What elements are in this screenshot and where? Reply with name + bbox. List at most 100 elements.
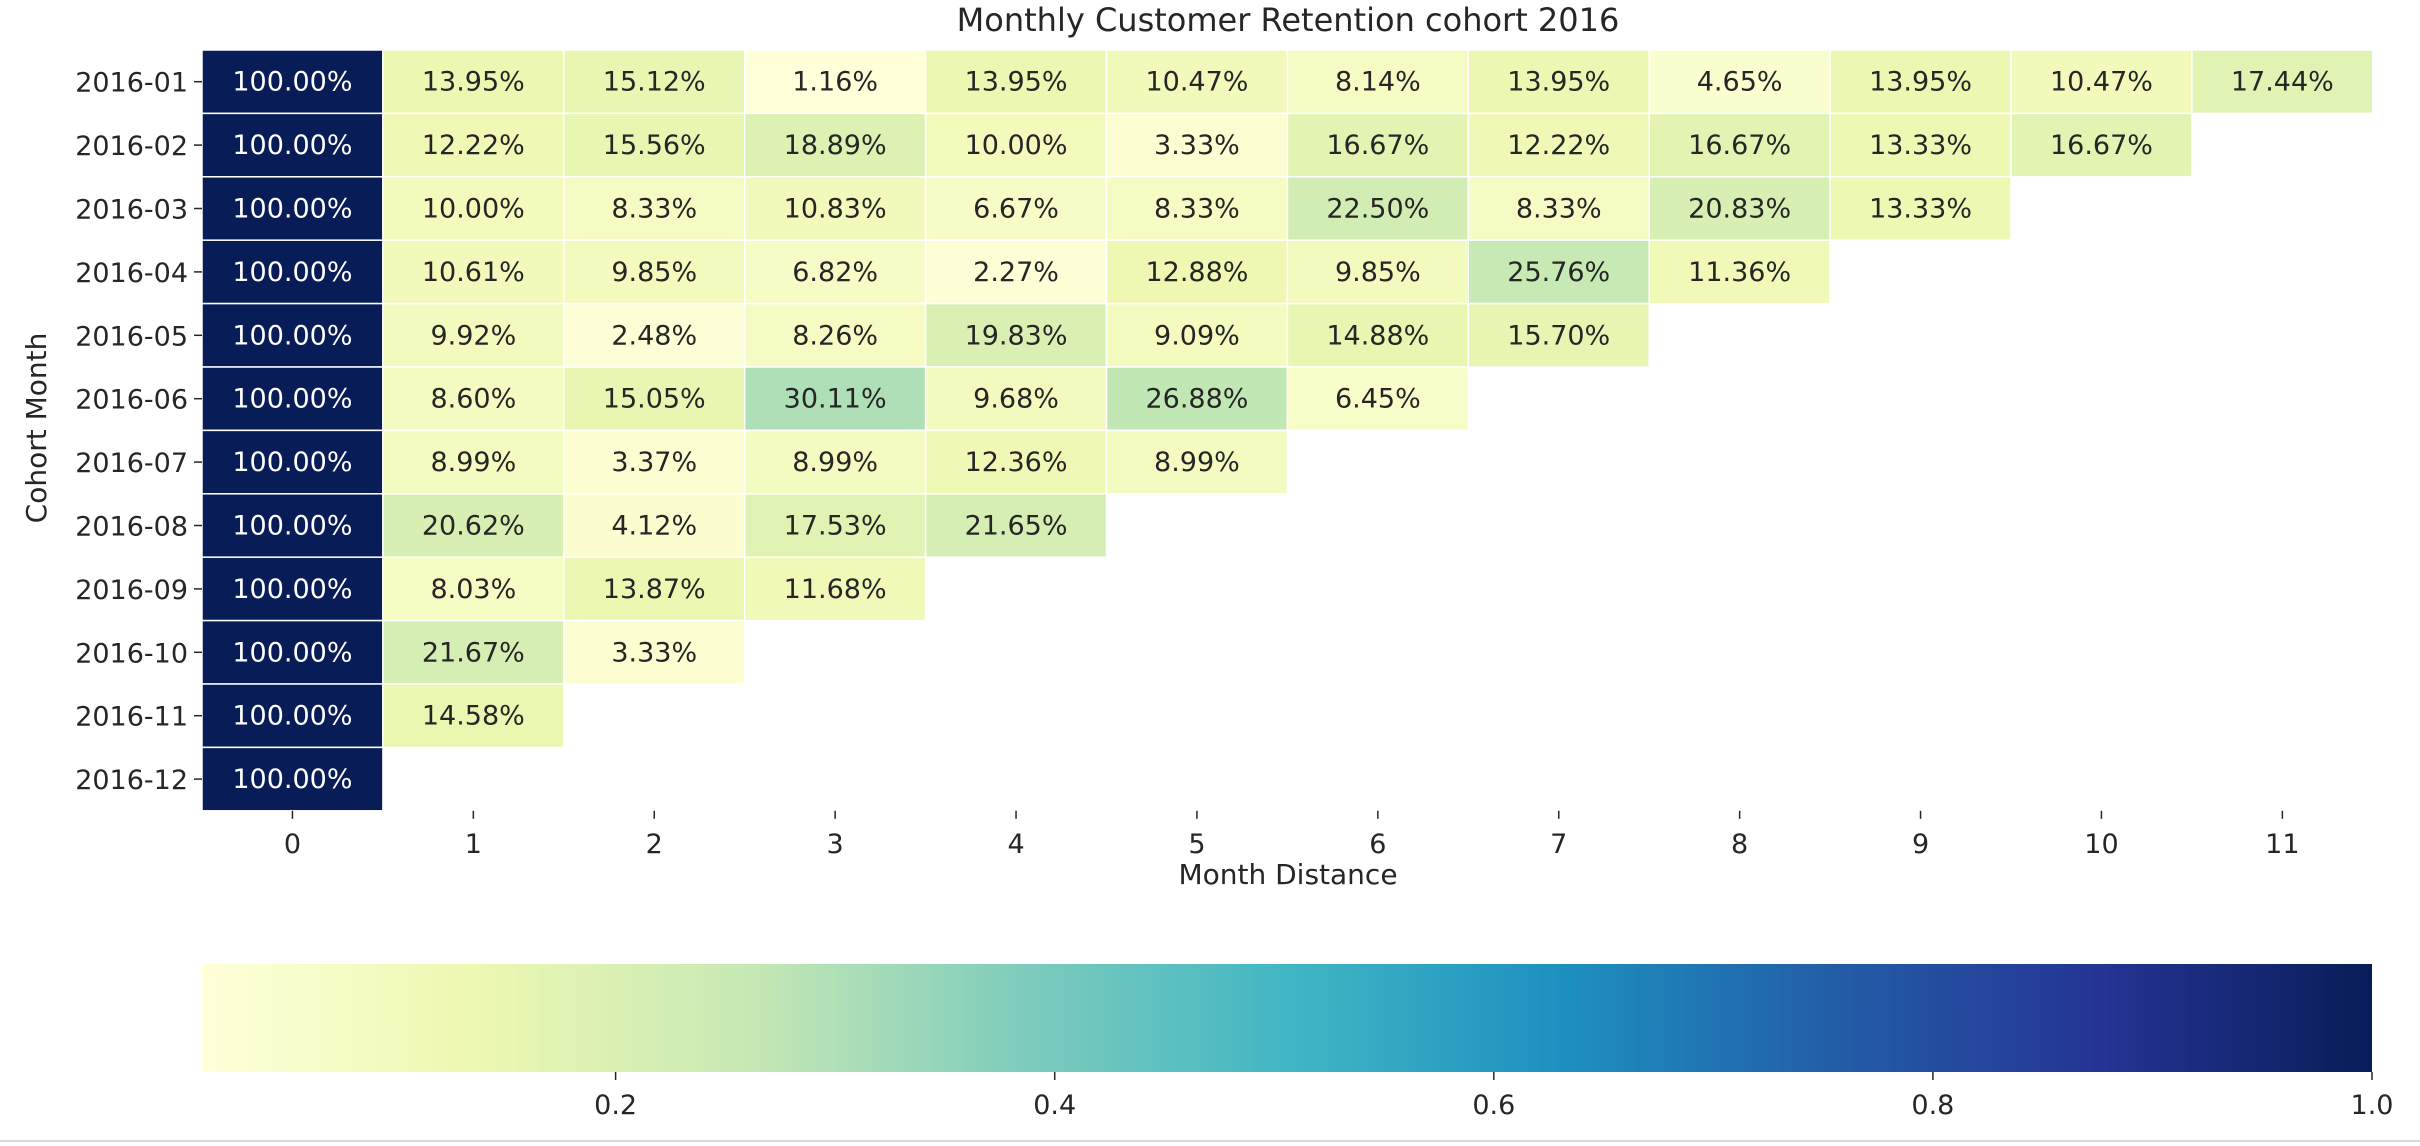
heatmap-cell [1286, 366, 1470, 432]
y-tick-label: 2016-11 [75, 702, 188, 733]
x-tick-label: 2 [646, 829, 663, 860]
heatmap-cell [743, 493, 927, 558]
cell-value-label: 12.22% [1507, 130, 1610, 161]
cell-value-label: 12.22% [422, 130, 525, 161]
cell-value-label: 10.47% [1145, 67, 1248, 98]
heatmap-cell [563, 366, 746, 432]
heatmap-cell [563, 619, 746, 685]
heatmap-cell [382, 556, 565, 622]
cell-value-label: 8.33% [611, 194, 697, 225]
cell-value-label: 9.85% [1335, 257, 1421, 288]
y-tick-label: 2016-09 [75, 575, 188, 606]
cell-value-label: 11.68% [784, 574, 887, 605]
x-axis-label: Month Distance [1178, 858, 1397, 891]
heatmap-cell [563, 239, 746, 305]
y-tick-label: 2016-01 [75, 68, 188, 99]
heatmap-cell [1467, 302, 1650, 368]
heatmap-cell [1105, 366, 1289, 432]
heatmap-cell [1829, 112, 2012, 178]
colorbar-tick-label: 0.4 [1033, 1090, 1076, 1121]
x-tick-label: 10 [2084, 829, 2118, 860]
cell-value-label: 3.33% [1154, 130, 1240, 161]
cell-value-label: 15.70% [1507, 320, 1610, 351]
cell-value-label: 22.50% [1326, 194, 1429, 225]
cell-value-label: 6.45% [1335, 384, 1421, 415]
cell-value-label: 4.12% [611, 511, 697, 542]
cell-value-label: 15.05% [603, 384, 706, 415]
y-tick-label: 2016-05 [75, 321, 188, 352]
cell-value-label: 1.16% [792, 67, 878, 98]
cell-value-label: 16.67% [2050, 130, 2153, 161]
heatmap-cells [201, 49, 2374, 812]
cell-value-label: 13.95% [965, 67, 1068, 98]
cell-value-label: 15.12% [603, 67, 706, 98]
cell-value-label: 13.95% [422, 67, 525, 98]
cell-value-label: 8.14% [1335, 67, 1421, 98]
y-tick-label: 2016-08 [75, 512, 188, 543]
x-tick-label: 0 [284, 829, 301, 860]
cell-value-label: 26.88% [1145, 384, 1248, 415]
cell-value-label: 14.58% [422, 701, 525, 732]
colorbar-ticks: 0.2 0.4 0.6 0.8 1.0 [594, 1072, 2393, 1121]
heatmap-cell [1648, 112, 1831, 178]
cell-value-label: 100.00% [232, 320, 352, 351]
colorbar-tick-label: 0.8 [1911, 1090, 1954, 1121]
cell-value-label: 21.67% [422, 637, 525, 668]
heatmap-cell [1467, 176, 1650, 241]
x-tick-label: 5 [1188, 829, 1205, 860]
x-tick-label: 3 [827, 829, 844, 860]
cell-value-label: 100.00% [232, 130, 352, 161]
cell-value-label: 9.68% [973, 384, 1059, 415]
cell-value-label: 3.33% [611, 637, 697, 668]
cell-value-label: 6.82% [792, 257, 878, 288]
cell-value-label: 100.00% [232, 194, 352, 225]
heatmap-cell [1105, 429, 1289, 495]
y-tick-label: 2016-04 [75, 258, 188, 289]
heatmap-cell [924, 112, 1108, 178]
heatmap-cell [201, 683, 384, 749]
x-tick-label: 1 [465, 829, 482, 860]
cell-value-label: 100.00% [232, 447, 352, 478]
colorbar [202, 964, 2372, 1072]
cell-value-label: 12.36% [965, 447, 1068, 478]
x-tick-label: 4 [1007, 829, 1024, 860]
cell-value-label: 100.00% [232, 574, 352, 605]
cell-value-label: 18.89% [784, 130, 887, 161]
cell-value-label: 10.47% [2050, 67, 2153, 98]
heatmap-cell [924, 493, 1108, 558]
heatmap-cell [1286, 112, 1470, 178]
cell-value-label: 8.99% [792, 447, 878, 478]
heatmap-cell [1105, 176, 1289, 241]
y-axis-label: Cohort Month [20, 333, 53, 524]
heatmap-cell [1286, 302, 1470, 368]
cell-value-label: 21.65% [965, 511, 1068, 542]
bottom-divider [0, 1140, 2420, 1142]
cell-value-label: 10.83% [784, 194, 887, 225]
cell-value-label: 13.33% [1869, 194, 1972, 225]
x-tick-label: 11 [2265, 829, 2299, 860]
heatmap-cell [2010, 112, 2193, 178]
cell-value-label: 15.56% [603, 130, 706, 161]
heatmap-cell [743, 302, 927, 368]
cell-value-label: 2.48% [611, 320, 697, 351]
cell-value-label: 8.26% [792, 320, 878, 351]
cell-value-label: 2.27% [973, 257, 1059, 288]
cell-value-label: 9.09% [1154, 320, 1240, 351]
cell-value-label: 13.87% [603, 574, 706, 605]
colorbar-tick-label: 0.2 [594, 1090, 637, 1121]
heatmap-cell [563, 493, 746, 558]
cell-value-label: 16.67% [1326, 130, 1429, 161]
heatmap-cell [201, 619, 384, 685]
heatmap-cell [1829, 49, 2012, 115]
cell-value-label: 8.33% [1516, 194, 1602, 225]
cell-value-label: 13.33% [1869, 130, 1972, 161]
y-tick-label: 2016-12 [75, 765, 188, 796]
heatmap-cell [743, 112, 927, 178]
y-tick-label: 2016-06 [75, 385, 188, 416]
heatmap-cell [2191, 49, 2374, 115]
cell-value-label: 16.67% [1688, 130, 1791, 161]
cell-value-label: 100.00% [232, 511, 352, 542]
heatmap-cell [743, 556, 927, 622]
